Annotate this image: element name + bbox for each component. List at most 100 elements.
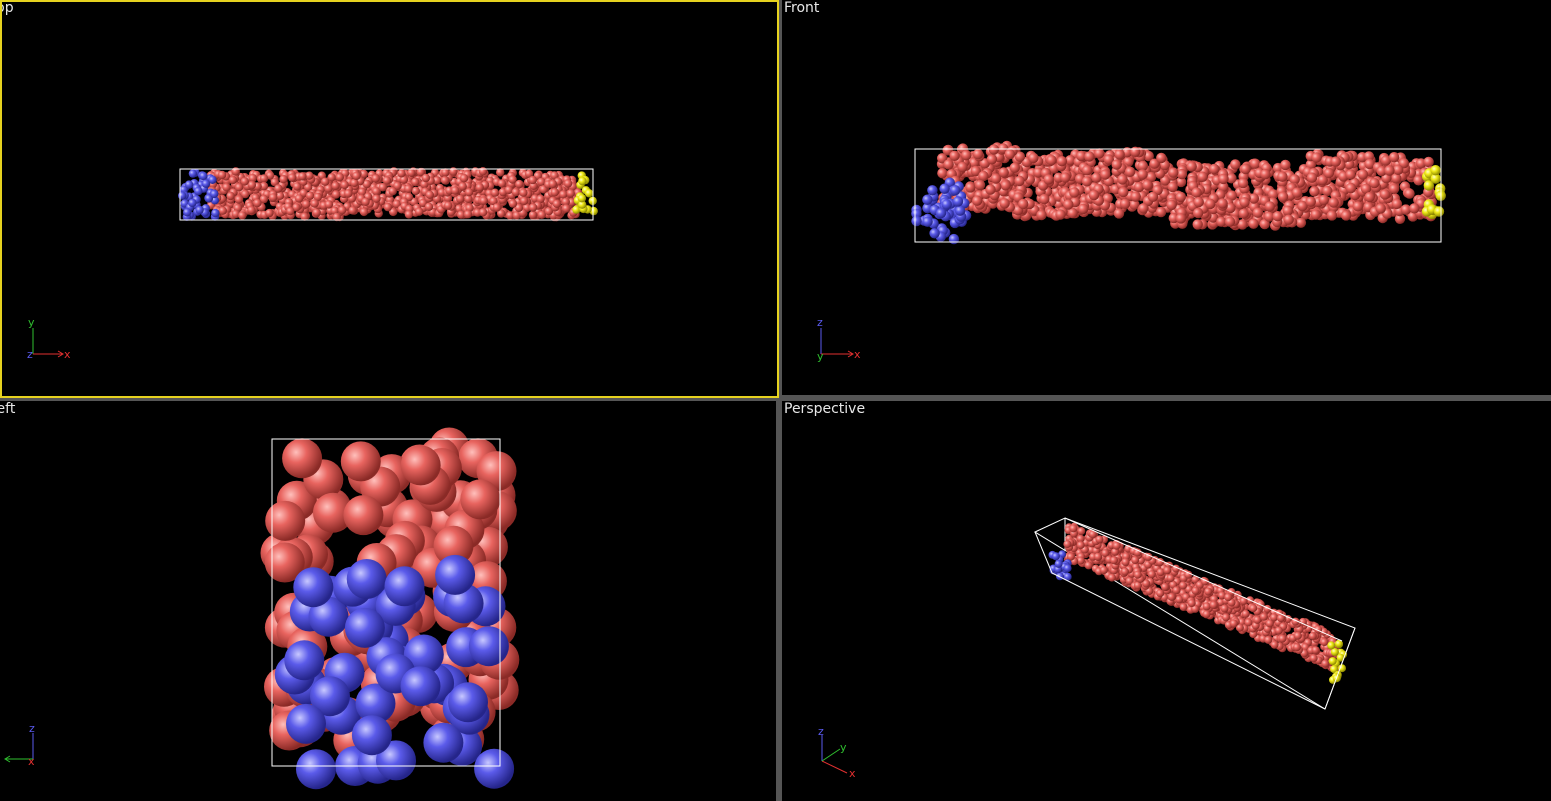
- particle: [1077, 527, 1086, 536]
- particle: [1076, 541, 1085, 550]
- particle: [479, 196, 488, 205]
- particle: [292, 203, 301, 212]
- particle: [559, 190, 568, 199]
- particle: [1250, 158, 1261, 169]
- particle: [922, 194, 933, 205]
- particle: [1168, 167, 1179, 178]
- particle: [1056, 156, 1068, 167]
- particle: [344, 607, 385, 648]
- particle: [372, 194, 381, 203]
- particle: [464, 194, 473, 204]
- particle: [1111, 547, 1120, 556]
- particle: [1394, 213, 1406, 224]
- particle: [1239, 197, 1250, 208]
- particle: [1278, 634, 1287, 643]
- particle: [566, 189, 575, 198]
- viewport-front[interactable]: Front z x y: [782, 0, 1551, 395]
- particle: [222, 183, 231, 192]
- particle: [1311, 152, 1322, 163]
- particle: [1043, 174, 1054, 185]
- particle: [310, 676, 350, 717]
- particle: [1326, 210, 1338, 221]
- particle: [1125, 577, 1134, 585]
- particle: [433, 525, 474, 566]
- particle: [425, 190, 434, 199]
- particle: [1274, 626, 1283, 635]
- particle: [1051, 552, 1060, 561]
- bounding-box: [914, 148, 1442, 243]
- particle: [1121, 567, 1129, 576]
- particle: [1352, 201, 1364, 212]
- particle: [1137, 160, 1148, 172]
- particle: [1328, 657, 1337, 666]
- particle: [1282, 205, 1293, 216]
- particle: [1310, 209, 1321, 220]
- particle: [279, 175, 288, 184]
- particle: [1069, 187, 1080, 198]
- particle: [359, 207, 369, 217]
- particle: [1192, 219, 1203, 230]
- particle: [561, 197, 570, 206]
- viewport-left[interactable]: Left z x: [0, 401, 776, 801]
- particle: [384, 566, 425, 607]
- viewport-label-top: Top: [0, 0, 14, 16]
- particle: [350, 178, 359, 188]
- particle: [331, 190, 341, 199]
- particle: [293, 567, 334, 608]
- particle: [948, 233, 960, 245]
- viewport-top[interactable]: Top y x z: [0, 0, 778, 397]
- particle: [458, 182, 467, 191]
- particle: [1065, 155, 1076, 166]
- viewport-perspective[interactable]: Perspective z x y: [782, 401, 1551, 801]
- bounding-box: [271, 438, 501, 767]
- particle: [537, 210, 546, 219]
- particle: [1318, 194, 1330, 206]
- particle: [1277, 614, 1285, 623]
- particle: [497, 209, 506, 218]
- particle: [1103, 154, 1114, 165]
- particle: [372, 187, 381, 196]
- particle: [552, 199, 562, 208]
- particle: [1033, 167, 1044, 178]
- particle: [524, 169, 534, 178]
- particle: [1330, 665, 1339, 674]
- particle: [1076, 534, 1085, 543]
- particle: [1018, 198, 1029, 210]
- particle: [1272, 211, 1283, 222]
- particle: [562, 204, 571, 213]
- particle: [1130, 146, 1141, 157]
- particle: [1224, 593, 1233, 602]
- particle: [1202, 602, 1211, 611]
- axis-label-x: x: [849, 767, 856, 780]
- particle: [1133, 570, 1142, 579]
- particle: [1259, 218, 1270, 230]
- particle: [460, 479, 501, 520]
- particle: [474, 748, 515, 789]
- particle: [1193, 196, 1204, 208]
- particle: [1107, 573, 1116, 582]
- particle: [357, 187, 367, 197]
- particle: [1323, 167, 1335, 179]
- particle: [1063, 572, 1072, 581]
- particle: [1270, 640, 1279, 649]
- left-scene: z x: [4, 427, 520, 790]
- particle: [515, 179, 524, 189]
- particle: [1191, 187, 1202, 198]
- particle: [1384, 165, 1395, 176]
- particle: [1144, 552, 1153, 561]
- particle: [1112, 541, 1121, 550]
- particle: [286, 207, 295, 216]
- particle: [1067, 207, 1078, 219]
- particle: [441, 168, 450, 177]
- particle: [1409, 203, 1420, 214]
- particle: [1226, 173, 1237, 184]
- particle: [407, 168, 416, 177]
- particle: [1264, 201, 1275, 212]
- particle: [1078, 203, 1089, 215]
- particle: [1133, 548, 1142, 557]
- particle: [362, 179, 372, 189]
- particle: [1069, 524, 1078, 533]
- particle: [211, 208, 220, 218]
- particle: [978, 170, 989, 182]
- particle: [544, 207, 553, 216]
